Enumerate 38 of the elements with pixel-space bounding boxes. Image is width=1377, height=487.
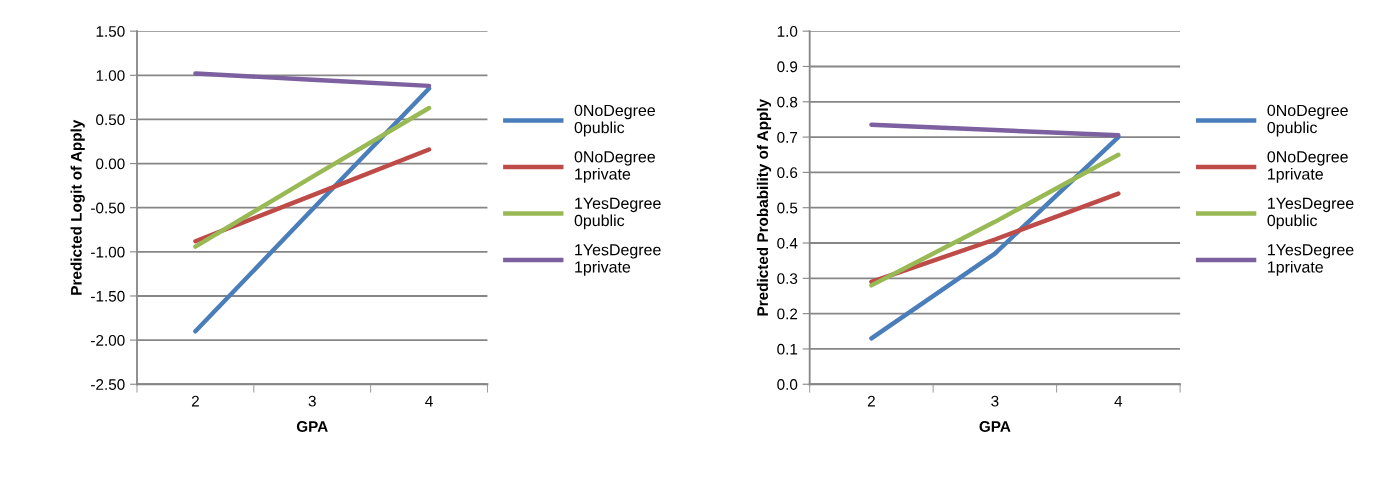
y-tick-label: -2.00 bbox=[91, 334, 125, 346]
y-tick-label: 0.9 bbox=[777, 61, 798, 73]
y-tick-label: 1.00 bbox=[96, 70, 125, 81]
x-tick-label: 2 bbox=[191, 395, 199, 407]
y-tick-label: 0.1 bbox=[777, 343, 798, 355]
y-tick-label: 0.5 bbox=[777, 202, 798, 214]
y-tick-label: 1.50 bbox=[96, 26, 125, 37]
y-axis-title: Predicted Logit of Apply bbox=[70, 119, 85, 295]
y-tick-label: -1.50 bbox=[91, 290, 125, 302]
x-axis-title: GPA bbox=[979, 421, 1011, 432]
y-tick-label: 0.7 bbox=[777, 131, 798, 143]
y-tick-label: 0.00 bbox=[96, 158, 125, 170]
y-tick-label: 0.8 bbox=[777, 96, 798, 108]
y-tick-label: 0.50 bbox=[96, 114, 125, 126]
y-tick-label: 1.0 bbox=[777, 26, 798, 37]
x-tick-label: 4 bbox=[1114, 395, 1123, 407]
x-tick-label: 3 bbox=[308, 395, 316, 407]
legend-label: 0NoDegree 0public bbox=[574, 104, 655, 137]
y-tick-label: 0.6 bbox=[777, 167, 798, 179]
y-tick-label: -2.50 bbox=[91, 379, 125, 390]
y-tick-label: 0.2 bbox=[777, 308, 798, 320]
y-tick-label: 0.0 bbox=[777, 379, 798, 390]
y-tick-label: 0.4 bbox=[777, 237, 798, 249]
x-axis-title: GPA bbox=[296, 421, 328, 432]
y-tick-label: 0.3 bbox=[777, 273, 798, 285]
y-axis-title: Predicted Probability of Apply bbox=[756, 98, 772, 316]
x-tick-label: 4 bbox=[425, 395, 433, 407]
legend-label: 0NoDegree 0public bbox=[1267, 104, 1348, 137]
legend-label: 1YesDegree 1private bbox=[575, 244, 661, 276]
y-tick-label: -1.00 bbox=[91, 246, 125, 258]
legend-label: 0NoDegree 1private bbox=[574, 151, 655, 183]
legend-label: 1YesDegree 0public bbox=[1267, 197, 1354, 230]
legend-label: 0NoDegree 1private bbox=[1267, 151, 1348, 183]
legend-label: 1YesDegree 0public bbox=[574, 197, 661, 230]
x-tick-label: 3 bbox=[991, 395, 999, 407]
legend-label: 1YesDegree 1private bbox=[1268, 244, 1354, 276]
x-tick-label: 2 bbox=[867, 395, 875, 407]
y-tick-label: -0.50 bbox=[91, 202, 125, 214]
